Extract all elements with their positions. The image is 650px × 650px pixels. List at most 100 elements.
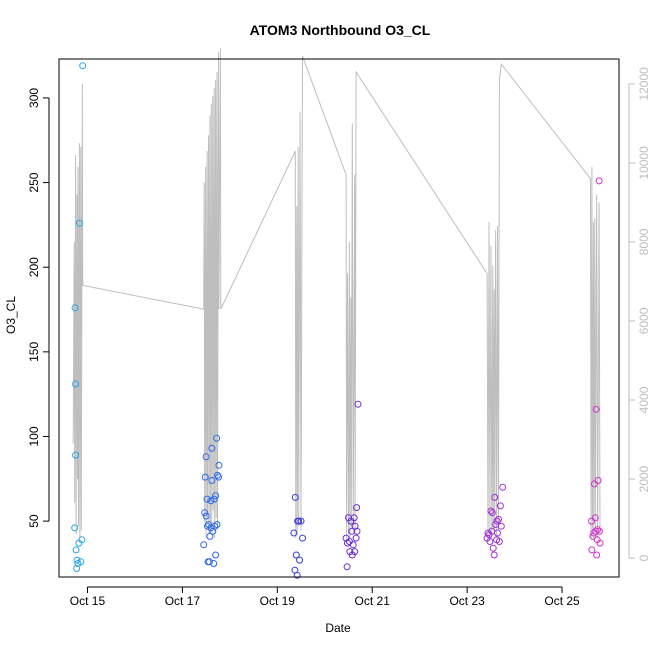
data-point: [206, 532, 214, 540]
data-point: [72, 380, 80, 388]
data-point: [71, 304, 79, 312]
y2-tick-label: 2000: [637, 465, 650, 492]
y2-tick-label: 12000: [637, 67, 650, 101]
y-tick-label: 150: [27, 342, 41, 362]
data-point: [207, 497, 215, 505]
data-point: [354, 400, 362, 408]
data-point: [215, 473, 222, 481]
data-point: [78, 536, 86, 544]
data-point: [208, 477, 216, 484]
data-point: [596, 539, 604, 547]
x-axis: Oct 15 Oct 17 Oct 19 Oct 21 Oct 23 Oct 25: [70, 586, 580, 608]
data-point: [491, 493, 499, 501]
x-tick-label: Oct 17: [165, 594, 201, 608]
data-point: [291, 493, 299, 501]
data-point: [212, 492, 220, 500]
data-point: [73, 565, 81, 572]
data-point: [490, 551, 498, 559]
data-point: [200, 541, 208, 549]
y-tick-label: 200: [27, 257, 41, 277]
y2-tick-label: 4000: [637, 386, 650, 413]
data-point: [596, 527, 603, 535]
data-point: [495, 515, 502, 523]
altitude-line-layer: [72, 48, 601, 539]
y-axis: 50 100 150 200 250 300: [27, 88, 50, 528]
y-tick-label: 50: [27, 514, 41, 528]
secondary-y-axis: 0 2000 4000 6000 8000 10000 12000: [628, 67, 650, 561]
data-point: [205, 558, 213, 566]
x-tick-label: Oct 15: [70, 594, 106, 608]
data-point: [201, 473, 209, 481]
data-point: [202, 512, 210, 520]
data-point: [484, 529, 492, 537]
data-point: [72, 451, 80, 459]
data-point: [210, 560, 218, 567]
data-point: [296, 556, 304, 564]
data-point: [210, 495, 218, 503]
data-point: [348, 527, 356, 535]
data-point: [292, 551, 300, 559]
y2-tick-label: 6000: [637, 307, 650, 334]
data-point: [353, 504, 361, 512]
data-point: [352, 534, 360, 542]
data-point: [496, 502, 504, 510]
data-point: [75, 219, 83, 227]
data-point: [487, 507, 495, 515]
x-tick-label: Oct 23: [449, 594, 485, 608]
altitude-line: [72, 48, 601, 539]
data-point: [77, 558, 85, 566]
y-axis-label: O3_CL: [4, 296, 18, 334]
data-point: [592, 405, 600, 413]
data-point: [297, 517, 305, 525]
plot-frame: [58, 58, 620, 578]
y2-tick-label: 10000: [637, 146, 650, 180]
data-point: [349, 541, 357, 549]
data-point: [589, 532, 597, 540]
data-point: [295, 517, 303, 525]
data-point: [493, 517, 501, 525]
data-point: [494, 529, 501, 537]
points-layer: [71, 62, 604, 579]
data-point: [594, 477, 602, 484]
data-point: [495, 538, 503, 545]
x-tick-label: Oct 25: [544, 594, 580, 608]
data-point: [73, 556, 81, 564]
data-point: [591, 514, 599, 522]
data-point: [72, 546, 80, 554]
data-point: [593, 551, 601, 559]
data-point: [201, 509, 209, 517]
data-point: [345, 538, 353, 545]
chart-title: ATOM3 Northbound O3_CL: [250, 22, 431, 38]
data-point: [71, 524, 79, 532]
data-point: [203, 495, 211, 503]
y-tick-label: 300: [27, 88, 41, 108]
data-point: [588, 546, 596, 554]
y2-tick-label: 8000: [637, 228, 650, 255]
data-point: [299, 534, 306, 542]
data-point: [351, 548, 359, 556]
data-point: [592, 527, 600, 535]
data-point: [204, 522, 211, 530]
data-point: [595, 177, 603, 185]
data-point: [486, 538, 494, 545]
data-point: [350, 514, 358, 522]
data-point: [499, 483, 507, 491]
x-tick-label: Oct 21: [355, 594, 391, 608]
data-point: [290, 529, 298, 537]
y2-tick-label: 0: [637, 554, 650, 561]
data-point: [213, 521, 221, 528]
y-tick-label: 100: [27, 426, 41, 446]
x-axis-label: Date: [325, 621, 351, 635]
y-tick-label: 250: [27, 172, 41, 192]
data-point: [213, 434, 221, 442]
x-tick-label: Oct 19: [260, 594, 296, 608]
data-point: [212, 551, 220, 559]
data-point: [594, 526, 602, 534]
data-point: [214, 471, 221, 479]
data-point: [488, 509, 496, 517]
data-point: [497, 522, 505, 530]
data-point: [489, 544, 497, 552]
data-point: [202, 453, 210, 461]
data-point: [293, 571, 301, 579]
